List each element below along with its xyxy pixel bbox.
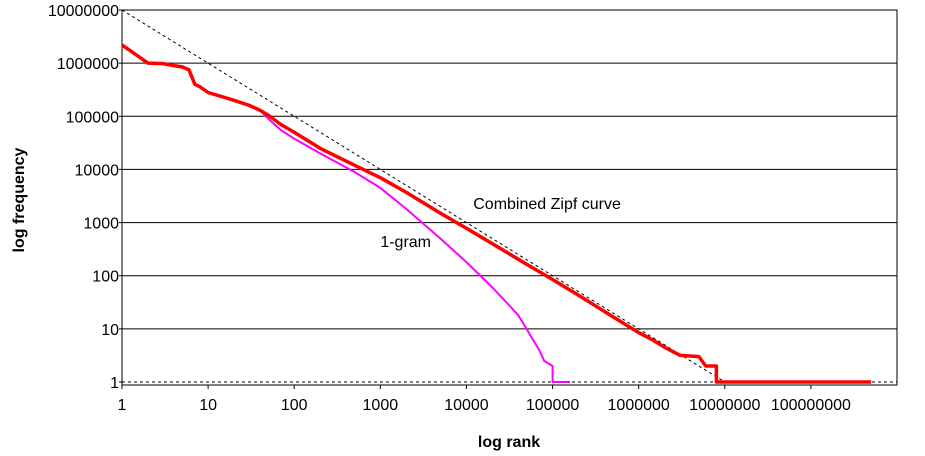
gridlines [122,9,897,330]
y-tick-labels: 1 10 100 1000 10000 100000 1000000 10000000 [48,3,122,392]
x-tick-label: 1000 [363,397,399,414]
x-tick-label: 100000 [526,397,579,414]
series-layer [120,9,897,384]
annotation-0: Combined Zipf curve [473,196,621,213]
x-tick-label: 100000000 [771,397,851,414]
annotation-1: 1-gram [380,234,431,251]
y-tick-label: 100000 [66,109,119,126]
y-tick-label: 1000 [83,216,119,233]
x-tick-label: 1000000 [608,397,670,414]
series-line-2 [121,9,726,383]
y-tick-label: 10000000 [48,3,119,20]
x-tick-label: 100 [281,397,308,414]
y-tick-label: 100 [92,269,119,286]
x-tick-label: 1 [118,397,127,414]
y-tick-label: 1000000 [57,56,119,73]
y-tick-label: 1 [110,375,119,392]
series-line-0 [120,43,872,384]
plot-area [121,9,898,386]
y-axis-title: log frequency [11,147,28,252]
y-tick-label: 10 [101,322,119,339]
y-tick-label: 10000 [75,162,120,179]
x-tick-label: 10 [199,397,217,414]
x-tick-label: 10000000 [689,397,760,414]
x-tick-labels: 1 10 100 1000 10000 100000 1000000 10000000 1000… [118,385,851,414]
annotations: Combined Zipf curve 1-gram [380,196,621,251]
x-axis-title: log rank [478,434,540,451]
x-tick-label: 10000 [444,397,489,414]
